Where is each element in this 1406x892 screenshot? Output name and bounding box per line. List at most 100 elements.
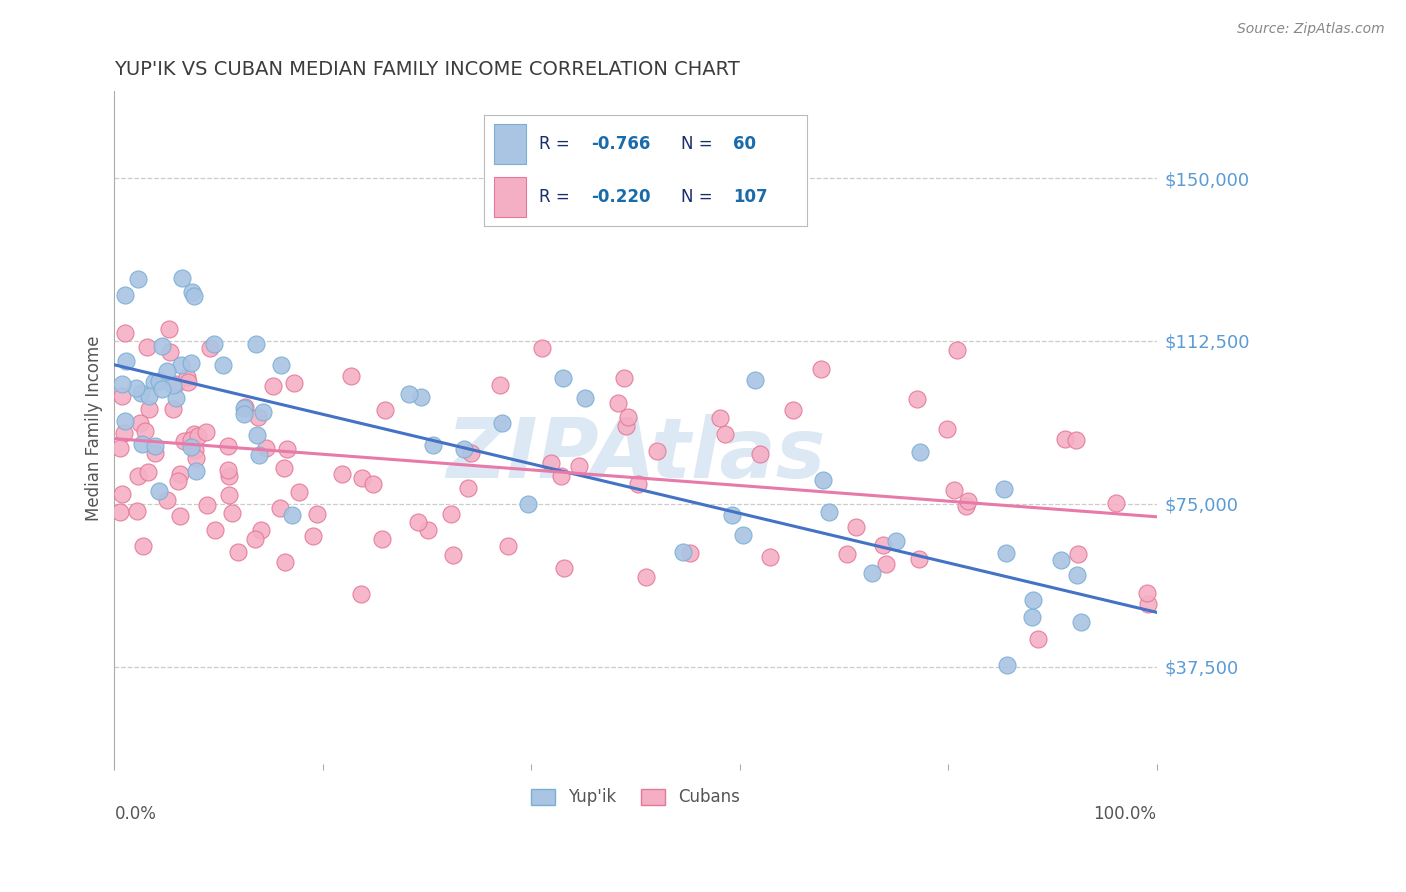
Point: [671, 545, 693, 559]
Point: [1021, 593, 1043, 607]
Point: [204, 523, 226, 537]
Point: [127, 272, 149, 286]
Point: [845, 520, 868, 534]
Point: [148, 374, 170, 388]
Point: [817, 505, 839, 519]
Point: [540, 456, 562, 470]
Point: [177, 375, 200, 389]
Point: [550, 468, 572, 483]
Point: [184, 451, 207, 466]
Point: [886, 533, 908, 548]
Point: [218, 469, 240, 483]
Point: [183, 427, 205, 442]
Point: [276, 442, 298, 457]
Point: [406, 516, 429, 530]
Point: [169, 467, 191, 482]
Point: [352, 470, 374, 484]
Point: [714, 426, 737, 441]
Point: [148, 484, 170, 499]
Point: [733, 528, 755, 542]
Point: [162, 402, 184, 417]
Point: [1066, 568, 1088, 582]
Point: [349, 587, 371, 601]
Point: [169, 508, 191, 523]
Point: [872, 538, 894, 552]
Text: ZIPAtlas: ZIPAtlas: [446, 414, 825, 495]
Point: [1028, 632, 1050, 646]
Point: [453, 442, 475, 456]
Point: [995, 546, 1018, 560]
Point: [1070, 615, 1092, 629]
Point: [744, 373, 766, 387]
Point: [679, 546, 702, 560]
Point: [627, 476, 650, 491]
Point: [810, 362, 832, 376]
Point: [169, 358, 191, 372]
Point: [339, 368, 361, 383]
Point: [159, 345, 181, 359]
Point: [132, 539, 155, 553]
Point: [262, 379, 284, 393]
Text: YUP'IK VS CUBAN MEDIAN FAMILY INCOME CORRELATION CHART: YUP'IK VS CUBAN MEDIAN FAMILY INCOME COR…: [114, 60, 740, 78]
Point: [195, 498, 218, 512]
Point: [195, 425, 218, 439]
Point: [418, 524, 440, 538]
Point: [1136, 598, 1159, 612]
Point: [129, 386, 152, 401]
Point: [143, 439, 166, 453]
Point: [131, 437, 153, 451]
Point: [155, 363, 177, 377]
Point: [157, 322, 180, 336]
Point: [245, 337, 267, 351]
Point: [125, 381, 148, 395]
Point: [993, 483, 1015, 497]
Point: [233, 400, 256, 414]
Point: [935, 422, 957, 436]
Point: [330, 467, 353, 481]
Point: [138, 389, 160, 403]
Point: [1050, 553, 1073, 567]
Point: [955, 499, 977, 513]
Point: [530, 341, 553, 355]
Point: [274, 555, 297, 569]
Point: [114, 288, 136, 302]
Point: [721, 508, 744, 522]
Point: [221, 506, 243, 520]
Legend: Yup'ik, Cubans: Yup'ik, Cubans: [524, 781, 747, 814]
Point: [440, 507, 463, 521]
Point: [283, 376, 305, 390]
Point: [361, 476, 384, 491]
Point: [908, 444, 931, 458]
Text: Source: ZipAtlas.com: Source: ZipAtlas.com: [1237, 22, 1385, 37]
Point: [875, 558, 897, 572]
Point: [204, 337, 226, 351]
Point: [280, 508, 302, 522]
Point: [553, 561, 575, 575]
Point: [114, 354, 136, 368]
Point: [301, 529, 323, 543]
Point: [905, 392, 928, 407]
Point: [110, 506, 132, 520]
Point: [398, 386, 420, 401]
Point: [138, 401, 160, 416]
Point: [758, 549, 780, 564]
Point: [254, 441, 277, 455]
Point: [218, 463, 240, 477]
Point: [183, 289, 205, 303]
Point: [172, 270, 194, 285]
Point: [218, 488, 240, 502]
Point: [165, 377, 187, 392]
Point: [142, 376, 165, 390]
Point: [232, 407, 254, 421]
Point: [489, 377, 512, 392]
Point: [247, 448, 270, 462]
Point: [136, 465, 159, 479]
Point: [125, 504, 148, 518]
Point: [252, 405, 274, 419]
Point: [1021, 610, 1043, 624]
Point: [111, 487, 134, 501]
Point: [709, 410, 731, 425]
Point: [943, 483, 966, 497]
Point: [180, 433, 202, 447]
Point: [143, 446, 166, 460]
